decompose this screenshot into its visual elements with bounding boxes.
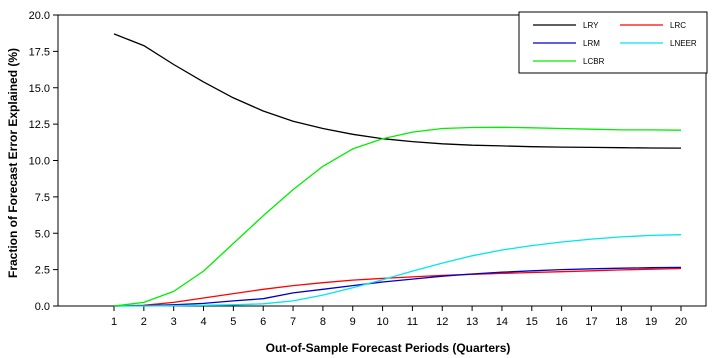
x-tick-label: 6 (260, 316, 266, 328)
series-line-lcbr (113, 126, 682, 307)
x-axis-title: Out-of-Sample Forecast Periods (Quarters… (266, 341, 511, 355)
x-tick-label: 10 (376, 316, 388, 328)
x-tick-label: 1 (111, 316, 117, 328)
y-tick-label: 17.5 (29, 46, 50, 58)
x-tick-label: 18 (615, 316, 627, 328)
x-tick-label: 8 (320, 316, 326, 328)
x-tick-label: 13 (466, 316, 478, 328)
y-tick-label: 12.5 (29, 119, 50, 131)
x-tick-label: 3 (171, 316, 177, 328)
y-axis-ticks: 0.0 2.5 5.0 7.5 10.0 12.5 15.0 17.5 20.0 (29, 10, 58, 313)
series-lines (113, 33, 682, 307)
series-line-lrc (113, 267, 682, 307)
x-tick-label: 20 (675, 316, 687, 328)
legend-label-lcbr: LCBR (583, 57, 605, 66)
x-tick-label: 2 (141, 316, 147, 328)
x-tick-label: 7 (290, 316, 296, 328)
y-tick-label: 15.0 (29, 83, 50, 95)
y-tick-label: 2.5 (35, 265, 50, 277)
legend-label-lneer: LNEER (670, 39, 697, 48)
x-tick-label: 14 (496, 316, 508, 328)
series-line-lrm (113, 266, 682, 307)
x-tick-label: 4 (200, 316, 206, 328)
legend-label-lrc: LRC (670, 21, 686, 30)
series-line-lry (113, 33, 682, 149)
series-line-lneer (114, 234, 682, 307)
x-tick-label: 11 (407, 316, 418, 328)
legend-label-lrm: LRM (583, 39, 600, 48)
x-tick-label: 17 (585, 316, 597, 328)
x-tick-label: 12 (436, 316, 448, 328)
legend: LRY LRC LRM LNEER LCBR (518, 11, 708, 74)
x-tick-label: 19 (645, 316, 657, 328)
y-tick-label: 0.0 (35, 301, 50, 313)
x-axis-ticks: 1 2 3 4 5 6 7 8 9 10 11 12 13 14 15 16 17 18 19 20 (111, 306, 687, 328)
x-tick-label: 16 (556, 316, 568, 328)
y-tick-label: 5.0 (35, 228, 50, 240)
y-tick-label: 20.0 (29, 10, 50, 22)
x-tick-label: 5 (230, 316, 236, 328)
x-tick-label: 9 (350, 316, 356, 328)
y-axis-title: Fraction of Forecast Error Explained (%) (6, 48, 20, 278)
x-tick-label: 15 (526, 316, 538, 328)
legend-label-lry: LRY (583, 21, 599, 30)
y-tick-label: 10.0 (29, 156, 50, 168)
y-tick-label: 7.5 (35, 192, 50, 204)
